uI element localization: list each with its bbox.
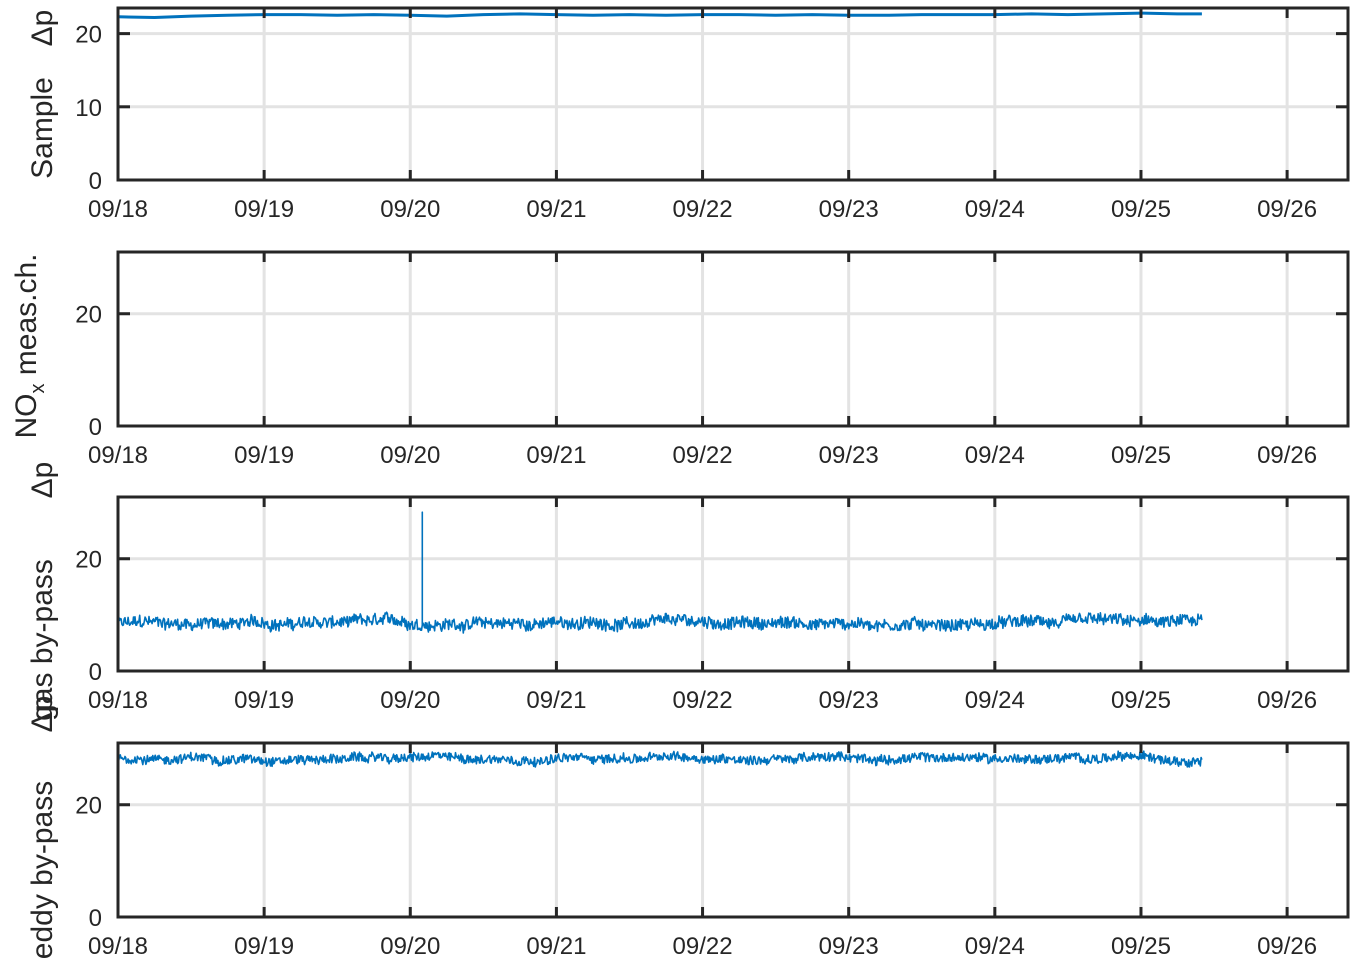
- x-tick-label: 09/20: [380, 933, 440, 960]
- x-tick-label: 09/24: [965, 442, 1025, 469]
- y-axis-label-2: NOx meas.ch.: [10, 253, 49, 438]
- y-axis-label-1: Sample: [26, 77, 59, 179]
- x-tick-label: 09/21: [526, 442, 586, 469]
- subplot-3: 09/18 09/19 09/20 09/21 09/22 09/23 09/24 09/25…: [75, 495, 1350, 714]
- x-tick-label: 09/26: [1257, 196, 1317, 223]
- y-axis-label-1-delta: Δp: [26, 10, 59, 47]
- y-tick-label: 20: [75, 302, 102, 329]
- x-tick-label: 09/24: [965, 933, 1025, 960]
- x-tick-label: 09/19: [234, 196, 294, 223]
- x-tick-label: 09/21: [526, 196, 586, 223]
- x-tick-label: 09/22: [673, 933, 733, 960]
- x-tick-label: 09/23: [819, 442, 879, 469]
- y-tick-label: 20: [75, 793, 102, 820]
- x-tick-label: 09/22: [673, 687, 733, 714]
- x-tick-label: 09/21: [526, 687, 586, 714]
- x-tick-label: 09/26: [1257, 442, 1317, 469]
- x-tick-label: 09/18: [88, 933, 148, 960]
- x-tick-label: 09/24: [965, 687, 1025, 714]
- x-tick-label: 09/18: [88, 442, 148, 469]
- y-tick-label: 0: [89, 168, 102, 195]
- subplot-4: 09/18 09/19 09/20 09/21 09/22 09/23 09/24 09/25…: [75, 741, 1350, 960]
- axes-box: [116, 250, 1350, 428]
- x-tick-label: 09/22: [673, 442, 733, 469]
- x-tick-label: 09/19: [234, 933, 294, 960]
- y-axis-label-2-delta: Δp: [26, 462, 59, 499]
- y-axis-label-4: eddy by-pass: [26, 781, 59, 959]
- x-tick-label: 09/23: [819, 196, 879, 223]
- x-tick-label: 09/25: [1111, 196, 1171, 223]
- y-axis-label-3-delta: Δp: [26, 696, 59, 733]
- x-tick-label: 09/25: [1111, 933, 1171, 960]
- x-tick-label: 09/23: [819, 687, 879, 714]
- x-tick-label: 09/22: [673, 196, 733, 223]
- series-line: [117, 750, 1203, 768]
- series-line: [117, 11, 1202, 20]
- y-tick-label: 10: [75, 95, 102, 122]
- x-tick-label: 09/25: [1111, 687, 1171, 714]
- x-tick-label: 09/20: [380, 442, 440, 469]
- series-line: [117, 511, 1203, 634]
- x-tick-label: 09/19: [234, 687, 294, 714]
- y-tick-label: 0: [89, 414, 102, 441]
- subplot-2: 09/18 09/19 09/20 09/21 09/22 09/23 09/24 09/25…: [75, 250, 1350, 469]
- x-tick-label: 09/18: [88, 687, 148, 714]
- axes-box: [116, 495, 1350, 673]
- axes-box: [116, 741, 1350, 919]
- y-axis-label-3: gas by-pass: [26, 559, 59, 721]
- x-tick-label: 09/18: [88, 196, 148, 223]
- y-tick-label: 0: [89, 659, 102, 686]
- x-tick-label: 09/23: [819, 933, 879, 960]
- y-tick-label: 20: [75, 547, 102, 574]
- axes-box: [116, 6, 1350, 182]
- x-tick-label: 09/20: [380, 687, 440, 714]
- x-tick-label: 09/26: [1257, 933, 1317, 960]
- x-tick-label: 09/21: [526, 933, 586, 960]
- x-tick-label: 09/19: [234, 442, 294, 469]
- x-tick-label: 09/26: [1257, 687, 1317, 714]
- x-tick-label: 09/24: [965, 196, 1025, 223]
- x-tick-label: 09/20: [380, 196, 440, 223]
- y-tick-label: 20: [75, 22, 102, 49]
- x-tick-label: 09/25: [1111, 442, 1171, 469]
- subplot-1: 09/18 09/19 09/20 09/21 09/22 09/23 09/24 09/25…: [75, 6, 1350, 223]
- y-tick-label: 0: [89, 905, 102, 932]
